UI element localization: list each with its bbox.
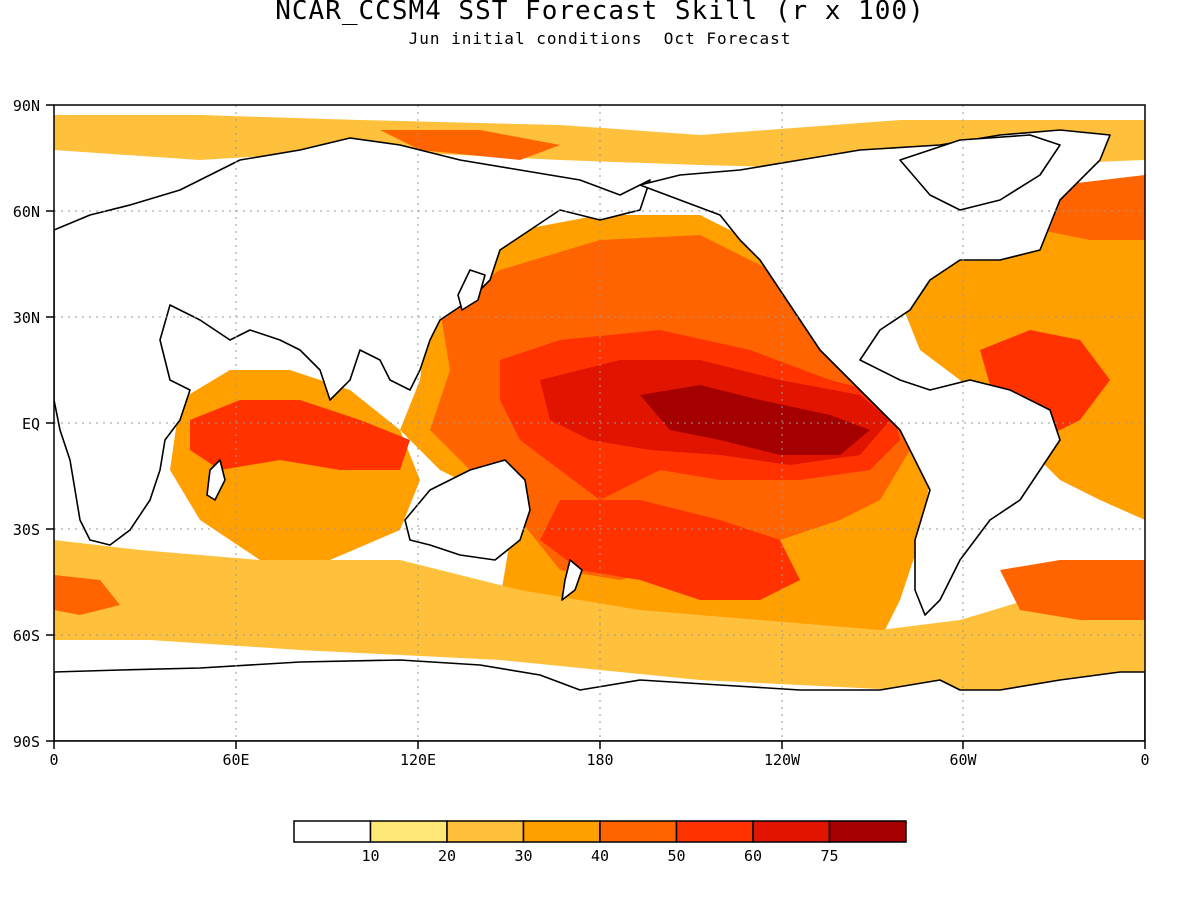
lat-ticks	[46, 104, 54, 742]
skill-shading	[54, 115, 1145, 690]
legend-label: 50	[667, 847, 685, 865]
madagascar-land	[206, 459, 226, 501]
eurasia-africa-land	[54, 137, 651, 546]
legend-swatch	[752, 820, 831, 843]
lon-tick-label: 60W	[949, 751, 977, 769]
lat-tick-label: 30N	[13, 309, 40, 327]
map-title: NCAR_CCSM4 SST Forecast Skill (r x 100)	[275, 0, 925, 26]
australia-land	[404, 459, 531, 561]
legend-swatch	[675, 820, 754, 843]
lat-tick-label: 90N	[13, 97, 40, 115]
new-zealand-land	[561, 559, 583, 601]
legend-label: 10	[361, 847, 379, 865]
lon-ticks	[53, 741, 1146, 749]
color-legend: 10 20 30 40 50 60 75	[293, 820, 907, 865]
indian-skill-60	[190, 400, 410, 470]
lon-tick-label: 0	[1140, 751, 1149, 769]
south-atlantic-skill	[1000, 560, 1145, 620]
lon-tick-label: 180	[586, 751, 613, 769]
lon-tick-label: 120W	[764, 751, 801, 769]
legend-swatch	[522, 820, 601, 843]
land-masses	[54, 129, 1145, 741]
legend-label: 20	[438, 847, 456, 865]
lat-tick-label: 30S	[13, 521, 40, 539]
legend-swatch	[828, 820, 907, 843]
south-pacific-skill	[540, 500, 800, 600]
legend-label: 60	[744, 847, 762, 865]
lat-tick-label: EQ	[22, 415, 40, 433]
southern-skill-band	[54, 540, 1145, 690]
lat-tick-label: 60N	[13, 203, 40, 221]
arctic-skill-patch	[380, 130, 560, 160]
legend-label: 30	[514, 847, 532, 865]
legend-swatch	[599, 820, 678, 843]
legend-label: 40	[591, 847, 609, 865]
lon-axis: 0 60E 120E 180 120W 60W 0	[49, 751, 1149, 769]
greenland-land	[899, 134, 1061, 211]
legend-swatch	[369, 820, 448, 843]
lon-tick-label: 120E	[400, 751, 436, 769]
pacific-skill-max	[640, 385, 870, 455]
legend-label: 75	[820, 847, 838, 865]
gridlines	[54, 105, 1145, 741]
lon-tick-label: 60E	[222, 751, 249, 769]
southwest-atlantic-skill	[54, 575, 120, 615]
legend-swatch	[446, 820, 525, 843]
japan-land	[457, 269, 486, 311]
legend-swatch	[293, 820, 372, 843]
lat-axis: 90N 60N 30N EQ 30S 60S 90S	[13, 97, 40, 751]
lat-tick-label: 90S	[13, 733, 40, 751]
lat-tick-label: 60S	[13, 627, 40, 645]
lon-tick-label: 0	[49, 751, 58, 769]
americas-land	[639, 129, 1111, 616]
map-subtitle: Jun initial conditions Oct Forecast	[408, 29, 792, 48]
